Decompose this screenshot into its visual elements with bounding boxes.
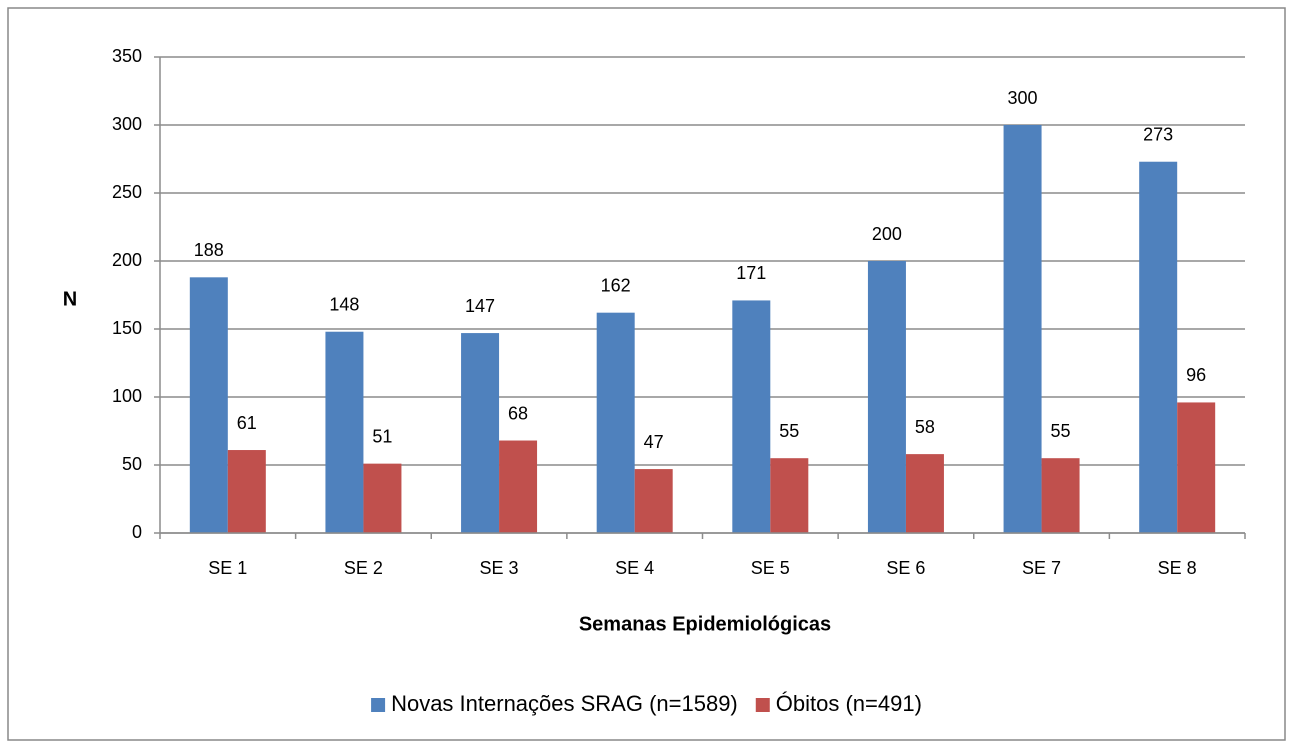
value-label: 148	[329, 294, 359, 314]
value-label: 68	[508, 403, 528, 423]
x-tick-label: SE 3	[480, 558, 519, 578]
value-label: 55	[1051, 421, 1071, 441]
bar	[634, 469, 673, 533]
value-label: 51	[372, 426, 392, 446]
value-label: 55	[779, 421, 799, 441]
bar	[363, 463, 402, 533]
bar	[867, 261, 906, 533]
bar	[1041, 458, 1080, 533]
y-tick-label: 150	[112, 318, 142, 338]
value-label: 171	[736, 263, 766, 283]
y-tick-label: 100	[112, 386, 142, 406]
value-label: 61	[237, 413, 257, 433]
value-label: 147	[465, 296, 495, 316]
y-tick-label: 50	[122, 454, 142, 474]
bar	[1003, 125, 1042, 533]
value-label: 162	[601, 275, 631, 295]
x-tick-label: SE 6	[886, 558, 925, 578]
bar	[732, 300, 771, 533]
bar	[1177, 402, 1216, 533]
legend-label: Óbitos (n=491)	[776, 691, 922, 716]
bar	[189, 277, 228, 533]
bar	[325, 331, 364, 533]
y-tick-label: 300	[112, 114, 142, 134]
x-tick-label: SE 4	[615, 558, 654, 578]
y-tick-label: 350	[112, 46, 142, 66]
bar	[227, 450, 266, 533]
x-axis-label: Semanas Epidemiológicas	[579, 613, 831, 635]
bar	[596, 312, 635, 533]
value-label: 300	[1008, 88, 1038, 108]
y-tick-label: 250	[112, 182, 142, 202]
y-axis-label: N	[63, 288, 77, 310]
legend-swatch	[371, 698, 386, 712]
bar	[499, 440, 538, 533]
value-label: 47	[644, 432, 664, 452]
value-label: 273	[1143, 124, 1173, 144]
bar	[905, 454, 944, 533]
y-tick-label: 200	[112, 250, 142, 270]
legend-label: Novas Internações SRAG (n=1589)	[391, 691, 738, 716]
legend-swatch	[755, 698, 770, 712]
x-tick-label: SE 7	[1022, 558, 1061, 578]
value-label: 58	[915, 417, 935, 437]
value-label: 188	[194, 240, 224, 260]
x-tick-label: SE 2	[344, 558, 383, 578]
bar	[770, 458, 809, 533]
x-tick-label: SE 8	[1158, 558, 1197, 578]
value-label: 96	[1186, 365, 1206, 385]
bar	[1139, 161, 1178, 533]
x-tick-label: SE 5	[751, 558, 790, 578]
y-tick-label: 0	[132, 522, 142, 542]
value-label: 200	[872, 224, 902, 244]
bar	[461, 333, 500, 533]
x-tick-label: SE 1	[208, 558, 247, 578]
